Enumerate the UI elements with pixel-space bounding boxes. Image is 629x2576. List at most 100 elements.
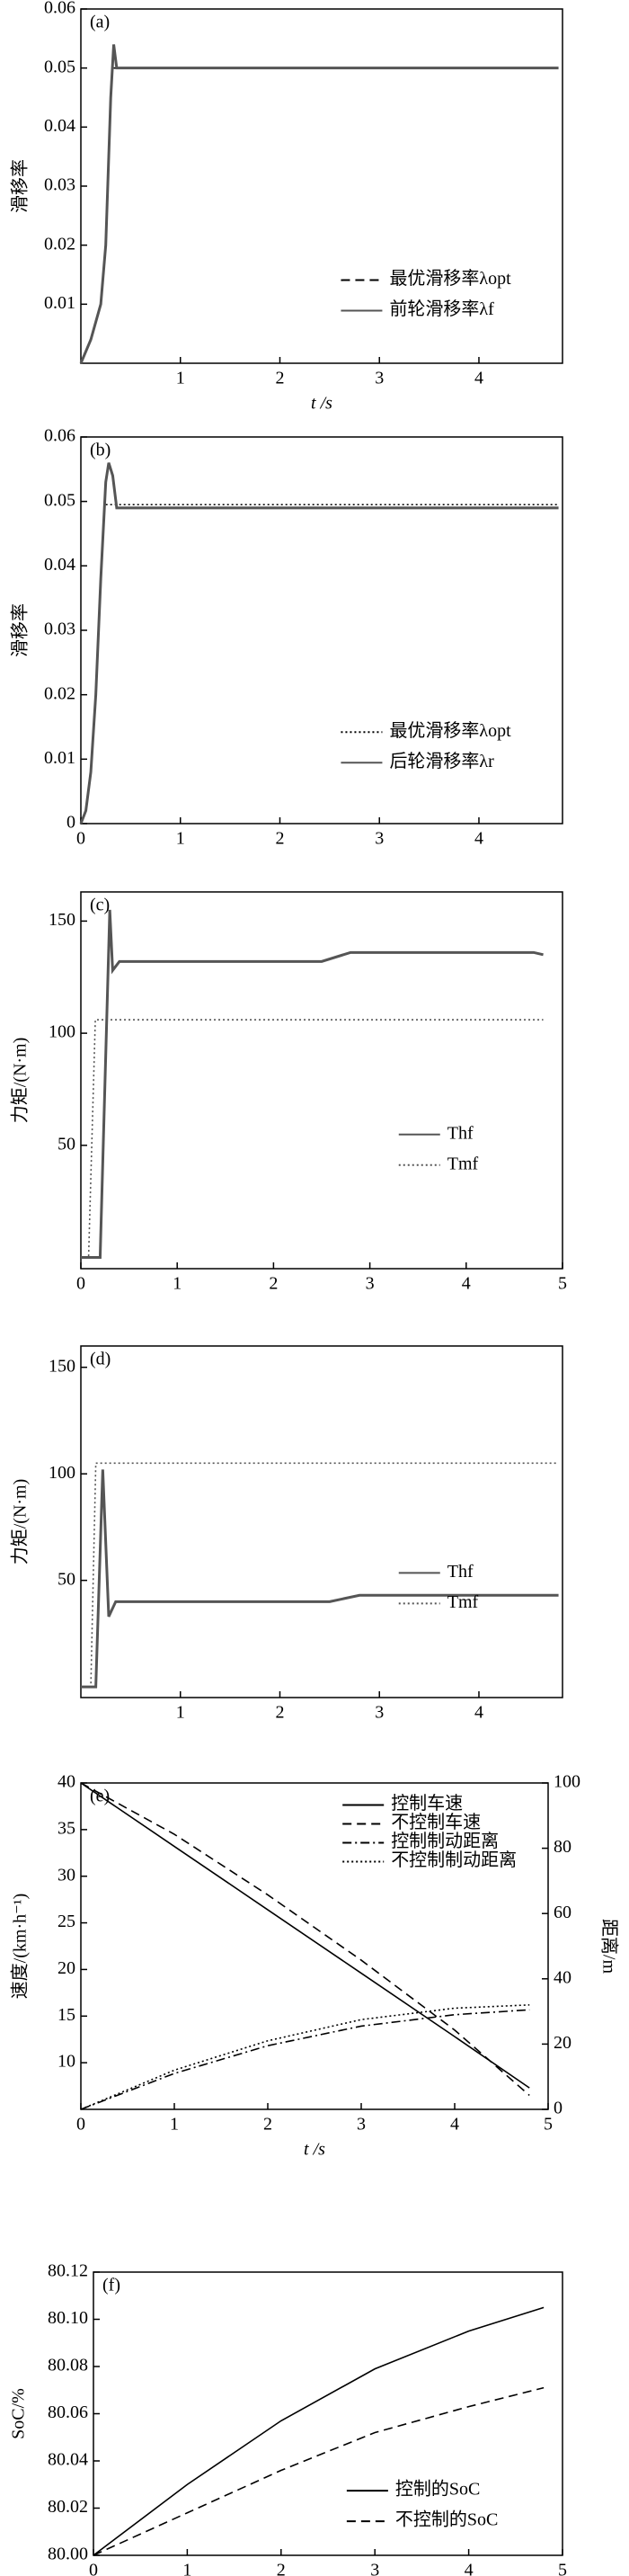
legend-label: 不控制制动距离: [391, 1850, 517, 1870]
y-tick-label: 15: [58, 2005, 75, 2025]
y-tick-label: 80.02: [48, 2497, 88, 2517]
y-tick-label: 0.05: [44, 57, 75, 76]
x-axis-label: t /s: [311, 394, 332, 414]
y-tick-label: 0.01: [44, 748, 75, 768]
y-tick-label: 30: [58, 1865, 75, 1885]
y-tick-label: 0.05: [44, 490, 75, 510]
x-tick-label: 2: [277, 2561, 286, 2576]
x-tick-label: 3: [375, 1703, 384, 1723]
x-tick-label: 2: [275, 1703, 284, 1723]
y-tick-label: 80.10: [48, 2308, 88, 2328]
y-tick-label: 0: [66, 813, 75, 833]
y-tick-label: 0.03: [44, 175, 75, 195]
y-tick-label: 10: [58, 2052, 75, 2072]
y2-tick-label: 80: [554, 1837, 571, 1857]
y-tick-label: 80.06: [48, 2402, 88, 2422]
y2-tick-label: 0: [554, 2099, 563, 2118]
y2-tick-label: 100: [554, 1772, 580, 1792]
y-axis-label: 速度/(km·h⁻¹): [10, 1894, 31, 2000]
x-tick-label: 4: [474, 369, 483, 388]
x-tick-label: 2: [275, 369, 284, 388]
x-tick-label: 4: [462, 1274, 471, 1294]
plot-frame: [80, 1782, 549, 2110]
series-line: [93, 2386, 545, 2556]
y-tick-label: 0.03: [44, 619, 75, 639]
series-line: [79, 462, 559, 824]
y-axis-label: 力矩/(N·m): [10, 1038, 31, 1124]
series-line: [80, 1782, 530, 2097]
x-tick-label: 1: [173, 1274, 182, 1294]
x-tick-label: 3: [366, 1274, 375, 1294]
legend-label: 控制的SoC: [395, 2479, 480, 2500]
panel-label: (b): [90, 441, 111, 460]
series-line: [81, 1019, 544, 1259]
legend-label: 控制制动距离: [391, 1831, 499, 1851]
x-tick-label: 3: [370, 2561, 379, 2576]
y-tick-label: 80.00: [48, 2545, 88, 2564]
x-axis-label: t /s: [304, 2140, 325, 2160]
x-tick-label: 3: [375, 829, 384, 849]
legend-label: 最优滑移率λopt: [389, 268, 511, 289]
y2-tick-label: 60: [554, 1903, 571, 1922]
legend-label: 控制车速: [391, 1793, 463, 1814]
x-tick-label: 0: [89, 2561, 98, 2576]
series-line: [80, 1782, 530, 2089]
y-tick-label: 80.12: [48, 2261, 88, 2281]
y-tick-label: 20: [58, 1958, 75, 1978]
series-line: [81, 909, 544, 1260]
y-tick-label: 100: [49, 1022, 75, 1042]
x-tick-label: 4: [465, 2561, 474, 2576]
y-tick-label: 35: [58, 1818, 75, 1838]
series-line: [80, 2004, 530, 2110]
y-tick-label: 50: [58, 1134, 75, 1154]
legend-label: Thf: [447, 1123, 474, 1143]
y-tick-label: 0.06: [44, 0, 75, 18]
y-tick-label: 150: [49, 910, 75, 930]
x-tick-label: 1: [176, 829, 185, 849]
x-tick-label: 4: [474, 1703, 483, 1723]
y-tick-label: 25: [58, 1912, 75, 1931]
y-tick-label: 0.04: [44, 116, 75, 136]
x-tick-label: 5: [558, 2561, 567, 2576]
y2-tick-label: 40: [554, 1967, 571, 1987]
y-axis-label: 力矩/(N·m): [10, 1479, 31, 1565]
y-tick-label: 80.08: [48, 2356, 88, 2375]
x-tick-label: 3: [357, 2115, 366, 2135]
y-tick-label: 150: [49, 1356, 75, 1376]
y-tick-label: 0.02: [44, 234, 75, 254]
y-tick-label: 80.04: [48, 2450, 88, 2470]
y-axis-label: 滑移率: [10, 603, 31, 657]
x-tick-label: 1: [176, 369, 185, 388]
x-tick-label: 4: [474, 829, 483, 849]
x-tick-label: 5: [558, 1274, 567, 1294]
x-tick-label: 1: [176, 1703, 185, 1723]
x-tick-label: 0: [76, 2115, 85, 2135]
panel-label: (e): [90, 1787, 110, 1806]
y2-tick-label: 20: [554, 2033, 571, 2053]
y-tick-label: 0.04: [44, 555, 75, 575]
series-line: [80, 2009, 530, 2110]
panel-label: (f): [102, 2276, 120, 2295]
x-tick-label: 0: [76, 1274, 85, 1294]
series-line: [79, 44, 559, 364]
legend-label: Thf: [447, 1562, 474, 1582]
panel-label: (a): [90, 13, 110, 32]
legend-label: 前轮滑移率λf: [389, 299, 494, 319]
legend-label: Tmf: [447, 1154, 479, 1173]
plot-frame: [80, 891, 563, 1270]
x-tick-label: 3: [375, 369, 384, 388]
y-axis-label: SoC/%: [9, 2388, 29, 2439]
legend-label: 后轮滑移率λr: [389, 751, 494, 771]
legend-label: 不控制的SoC: [395, 2509, 498, 2530]
y-tick-label: 50: [58, 1569, 75, 1589]
y-tick-label: 0.01: [44, 293, 75, 313]
plot-frame: [80, 1345, 563, 1698]
y-tick-label: 0.02: [44, 683, 75, 703]
series-line: [81, 1462, 559, 1688]
legend-label: 最优滑移率λopt: [389, 720, 511, 741]
x-tick-label: 1: [182, 2561, 191, 2576]
y-tick-label: 100: [49, 1463, 75, 1483]
x-tick-label: 0: [76, 829, 85, 849]
y-axis-label: 滑移率: [10, 159, 31, 213]
